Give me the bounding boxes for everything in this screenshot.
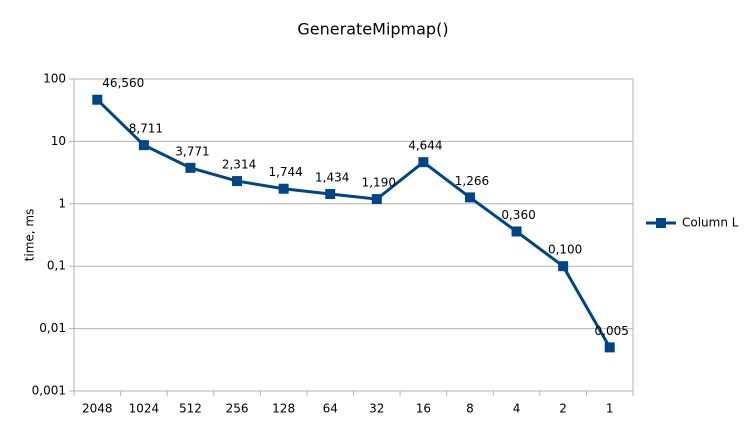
legend-label: Column L [682,216,739,230]
x-tick-label: 1024 [129,402,160,416]
data-label: 1,434 [315,171,349,185]
series-line [96,98,612,349]
point-marker [92,94,103,105]
x-tick-label: 2 [559,402,567,416]
data-label: 4,644 [408,139,442,153]
x-tick-label: 2048 [82,402,113,416]
y-axis-title: time, ms [23,209,37,262]
point-marker [604,342,615,353]
point-marker [232,176,243,187]
y-tick-label: 10 [51,134,66,148]
y-tick-label: 100 [43,72,66,86]
data-label: 0,360 [501,208,535,222]
y-tick-label: 1 [58,196,66,210]
y-tick-label: 0,01 [39,321,66,335]
point-marker [325,189,336,200]
point-marker [511,226,522,237]
x-tick-label: 8 [466,402,474,416]
data-label: 3,771 [175,144,209,158]
x-tick-label: 64 [323,402,338,416]
data-label: 8,711 [129,122,163,136]
data-label: 1,744 [268,165,302,179]
x-tick-label: 1 [606,402,614,416]
data-label: 0,005 [595,324,629,338]
data-label: 2,314 [222,158,256,172]
x-tick-label: 32 [369,402,384,416]
y-tick-label: 0,001 [32,384,66,398]
point-marker [185,162,196,173]
data-label: 0,100 [548,243,582,257]
legend-marker [656,218,666,228]
x-tick-label: 4 [513,402,521,416]
point-marker [418,157,429,168]
data-label: 46,560 [102,76,144,90]
point-marker [278,183,289,194]
point-marker [138,140,149,151]
chart-title: GenerateMipmap() [297,20,448,39]
point-marker [464,192,475,203]
x-tick-label: 256 [226,402,249,416]
data-label: 1,266 [455,174,489,188]
x-tick-label: 128 [272,402,295,416]
x-tick-label: 512 [179,402,202,416]
point-marker [371,194,382,205]
point-marker [558,261,569,272]
data-label: 1,190 [362,176,396,190]
x-tick-label: 16 [416,402,431,416]
y-tick-label: 0,1 [47,259,66,273]
